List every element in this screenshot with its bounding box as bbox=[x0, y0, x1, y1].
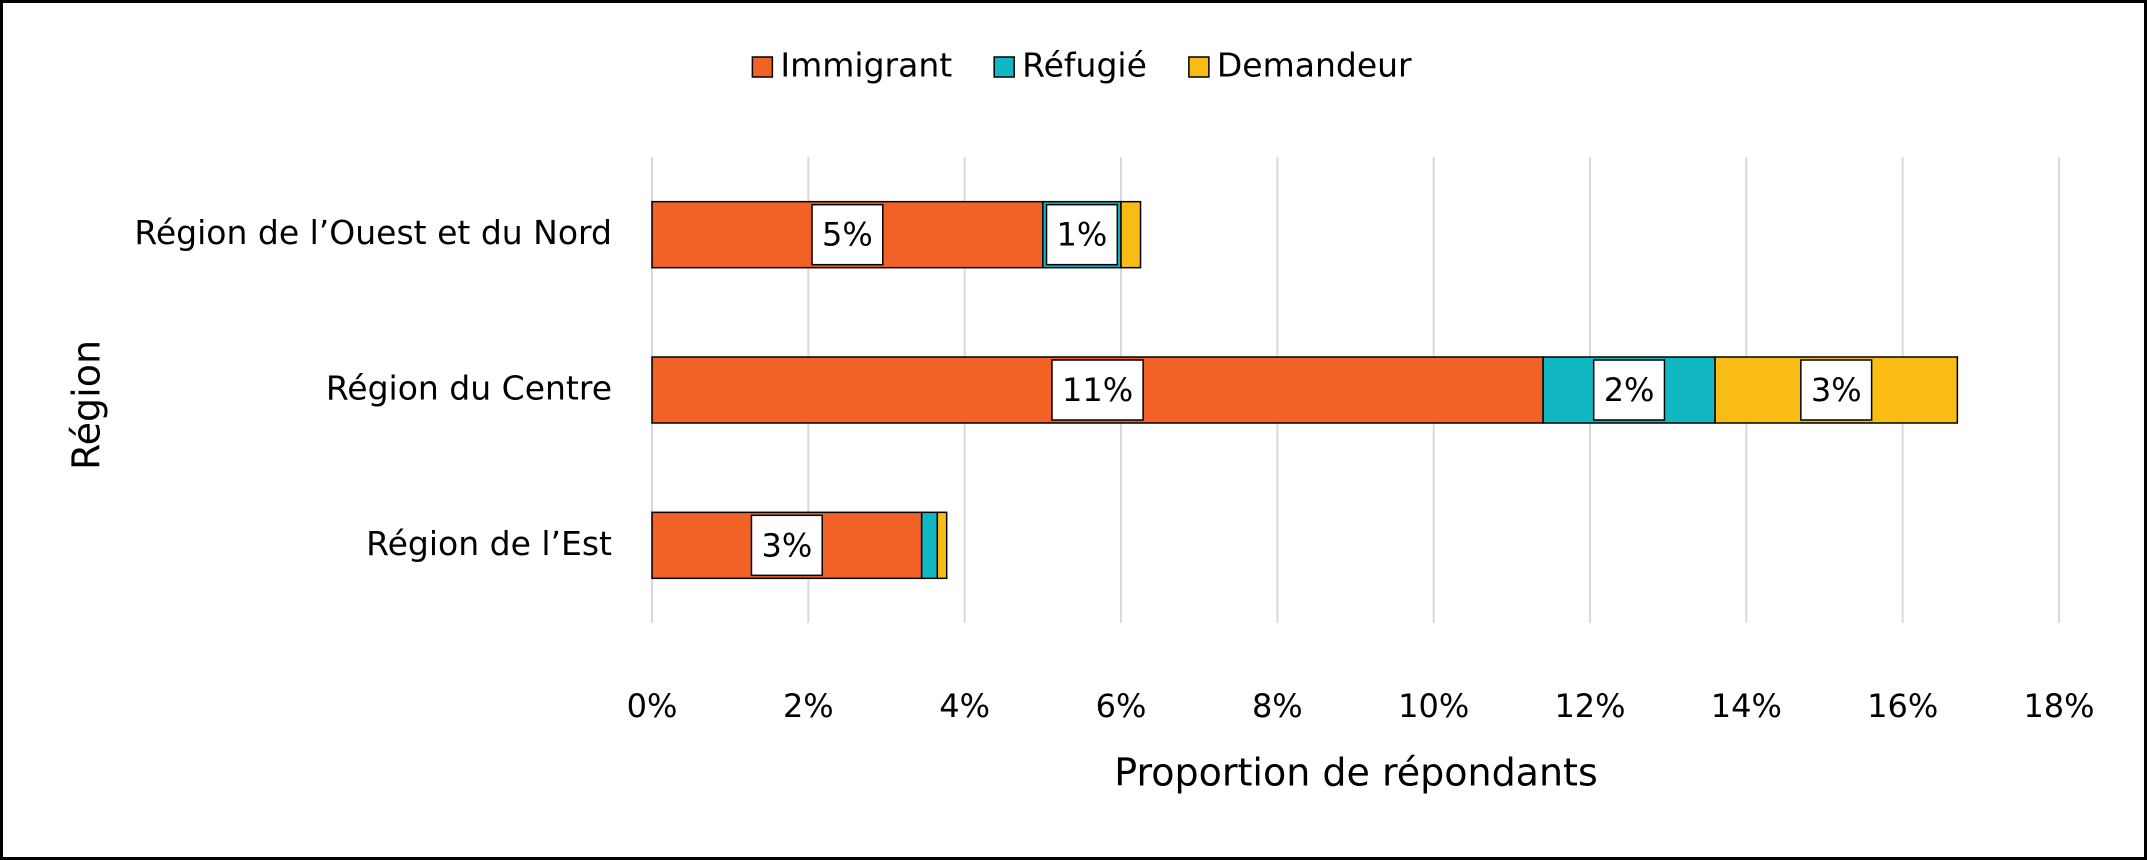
x-axis-title: Proportion de répondants bbox=[1114, 751, 1598, 795]
bar-segment bbox=[920, 511, 939, 580]
legend: Immigrant Réfugié Demandeur bbox=[751, 46, 1412, 85]
value-label-group: 1% bbox=[1045, 203, 1119, 266]
x-tick-label: 12% bbox=[1554, 687, 1625, 725]
value-label: 3% bbox=[761, 526, 812, 564]
y-tick-label: Région de l’Est bbox=[366, 524, 612, 563]
value-label: 1% bbox=[1057, 216, 1108, 254]
value-label-box bbox=[1051, 359, 1144, 421]
x-tick-label: 16% bbox=[1867, 687, 1938, 725]
value-label: 5% bbox=[822, 216, 873, 254]
x-tick-label: 6% bbox=[1096, 687, 1147, 725]
value-label-group: 5% bbox=[811, 203, 884, 266]
y-tick-label: Région de l’Ouest et du Nord bbox=[134, 213, 612, 252]
value-label-group: 3% bbox=[1800, 359, 1873, 421]
x-tick-label: 14% bbox=[1711, 687, 1782, 725]
x-tick-label: 0% bbox=[627, 687, 678, 725]
value-label-box bbox=[1045, 203, 1119, 266]
x-tick-label: 8% bbox=[1252, 687, 1303, 725]
bar-segment bbox=[1120, 200, 1142, 269]
value-label-box bbox=[811, 203, 884, 266]
value-label-group: 11% bbox=[1051, 359, 1144, 421]
value-label-box bbox=[750, 514, 823, 577]
x-tick-label: 4% bbox=[939, 687, 990, 725]
legend-swatch bbox=[993, 56, 1015, 78]
x-tick-label: 2% bbox=[783, 687, 834, 725]
legend-swatch bbox=[751, 56, 774, 78]
value-label-group: 2% bbox=[1592, 359, 1666, 421]
bar-segment bbox=[936, 511, 948, 580]
value-label: 3% bbox=[1811, 371, 1862, 409]
value-label-box bbox=[1592, 359, 1666, 421]
legend-swatch bbox=[1188, 56, 1210, 78]
legend-label: Immigrant bbox=[780, 46, 952, 85]
legend-label: Demandeur bbox=[1217, 46, 1412, 85]
value-label-box bbox=[1800, 359, 1873, 421]
x-tick-label: 18% bbox=[2023, 687, 2094, 725]
y-axis-title: Région bbox=[65, 340, 109, 470]
value-label: 2% bbox=[1604, 371, 1655, 409]
x-tick-label: 10% bbox=[1398, 687, 1469, 725]
y-tick-label: Région du Centre bbox=[326, 369, 612, 408]
value-label: 11% bbox=[1062, 371, 1133, 409]
legend-label: Réfugié bbox=[1022, 46, 1147, 85]
value-label-group: 3% bbox=[750, 514, 823, 577]
